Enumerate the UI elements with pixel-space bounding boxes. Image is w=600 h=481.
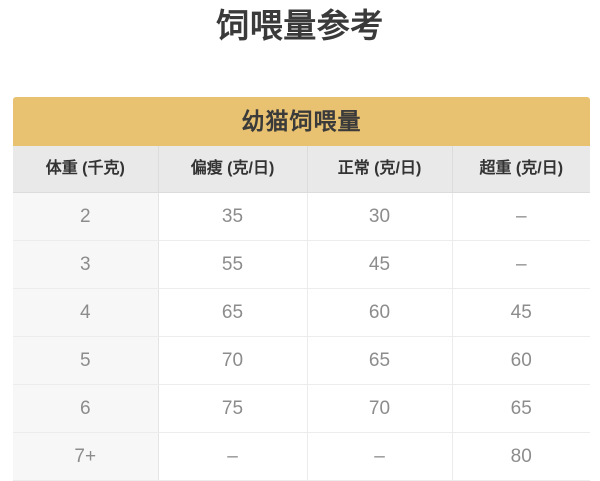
- table-row: 2 35 30 –: [13, 192, 590, 241]
- cell-normal: 65: [307, 336, 453, 385]
- cell-overweight: 60: [452, 336, 590, 385]
- table-row: 3 55 45 –: [13, 240, 590, 289]
- table-header-row: 体重 (千克) 偏瘦 (克/日) 正常 (克/日) 超重 (克/日): [13, 146, 590, 193]
- table-row: 7+ – – 80: [13, 432, 590, 481]
- cell-normal: –: [307, 432, 453, 481]
- cell-weight: 7+: [13, 432, 159, 481]
- cell-thin: 75: [158, 384, 308, 433]
- table-caption: 幼猫饲喂量: [13, 97, 590, 146]
- cell-thin: 65: [158, 288, 308, 337]
- column-header-overweight: 超重 (克/日): [452, 146, 590, 193]
- cell-overweight: 45: [452, 288, 590, 337]
- cell-normal: 45: [307, 240, 453, 289]
- page-title: 饲喂量参考: [216, 7, 384, 44]
- cell-normal: 70: [307, 384, 453, 433]
- cell-weight: 5: [13, 336, 159, 385]
- cell-thin: 55: [158, 240, 308, 289]
- table-caption-head: 幼猫饲喂量: [13, 97, 590, 146]
- cell-overweight: 80: [452, 432, 590, 481]
- cell-overweight: –: [452, 240, 590, 289]
- cell-thin: –: [158, 432, 308, 481]
- table-caption-row: 幼猫饲喂量: [13, 97, 590, 146]
- cell-weight: 4: [13, 288, 159, 337]
- cell-weight: 2: [13, 192, 159, 241]
- column-header-weight: 体重 (千克): [13, 146, 159, 193]
- column-header-thin: 偏瘦 (克/日): [158, 146, 308, 193]
- cell-overweight: 65: [452, 384, 590, 433]
- column-header-normal: 正常 (克/日): [307, 146, 453, 193]
- cell-overweight: –: [452, 192, 590, 241]
- table-row: 5 70 65 60: [13, 336, 590, 385]
- cell-normal: 30: [307, 192, 453, 241]
- cell-thin: 35: [158, 192, 308, 241]
- cell-normal: 60: [307, 288, 453, 337]
- cell-weight: 3: [13, 240, 159, 289]
- feeding-amount-table: 幼猫饲喂量 体重 (千克) 偏瘦 (克/日) 正常 (克/日) 超重 (克/日)…: [13, 97, 590, 481]
- table-row: 4 65 60 45: [13, 288, 590, 337]
- cell-thin: 70: [158, 336, 308, 385]
- table-body: 2 35 30 – 3 55 45 – 4 65 60 45 5 70 65: [13, 192, 590, 481]
- table-column-header: 体重 (千克) 偏瘦 (克/日) 正常 (克/日) 超重 (克/日): [13, 146, 590, 193]
- cell-weight: 6: [13, 384, 159, 433]
- table-row: 6 75 70 65: [13, 384, 590, 433]
